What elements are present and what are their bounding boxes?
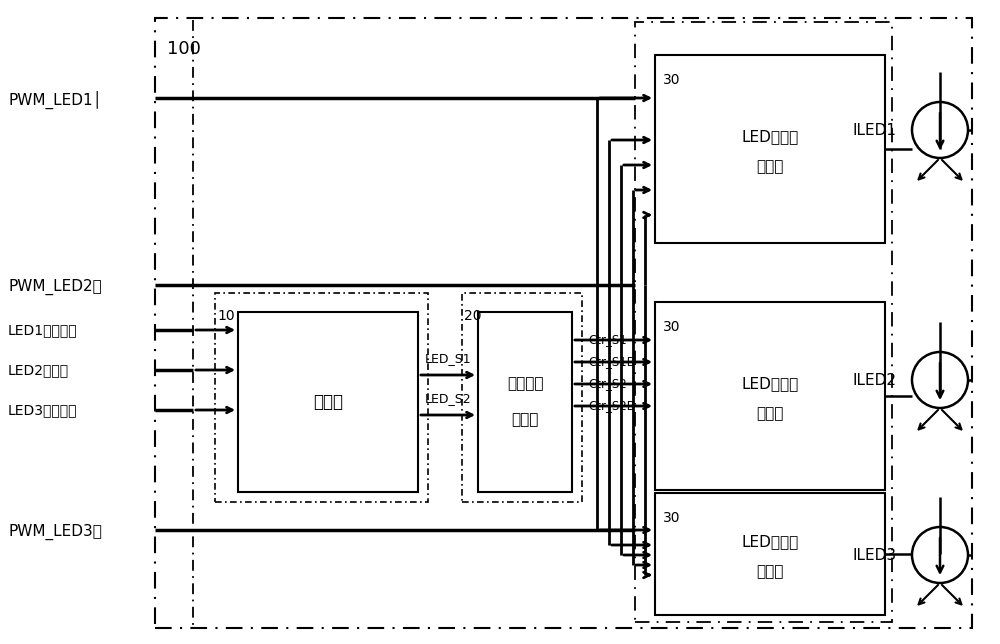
Text: ILED3: ILED3	[852, 547, 896, 562]
Text: 两相不交: 两相不交	[507, 377, 543, 392]
Text: PWM_LED3：: PWM_LED3：	[8, 524, 102, 540]
Text: 30: 30	[663, 73, 680, 87]
Text: ILED1: ILED1	[852, 122, 896, 138]
Text: PWM_LED1│: PWM_LED1│	[8, 91, 102, 109]
Bar	[655, 302, 885, 490]
Bar	[155, 18, 972, 628]
Text: LED2控制码: LED2控制码	[8, 363, 69, 377]
Text: Ctr_S2B: Ctr_S2B	[588, 399, 635, 413]
Text: LED恒流驱: LED恒流驱	[741, 535, 799, 549]
Text: LED_S2: LED_S2	[425, 392, 471, 405]
Text: LED恒流驱: LED恒流驱	[741, 377, 799, 392]
Text: 动电路: 动电路	[756, 406, 784, 422]
Text: LED1控制码：: LED1控制码：	[8, 323, 78, 337]
Text: Ctr_S2: Ctr_S2	[588, 377, 627, 390]
Text: 译码器: 译码器	[313, 393, 343, 411]
Text: 30: 30	[663, 320, 680, 334]
Text: 动电路: 动电路	[756, 160, 784, 175]
Text: 30: 30	[663, 511, 680, 525]
Bar	[462, 293, 582, 502]
Text: 叠电路: 叠电路	[511, 413, 539, 428]
Text: LED恒流驱: LED恒流驱	[741, 129, 799, 144]
Text: 100: 100	[167, 40, 201, 58]
Bar	[655, 493, 885, 615]
Bar	[238, 312, 418, 492]
Bar	[635, 22, 892, 622]
Text: 动电路: 动电路	[756, 565, 784, 580]
Text: ILED2: ILED2	[852, 372, 896, 388]
Text: Ctr_S1B: Ctr_S1B	[588, 355, 635, 368]
Bar	[215, 293, 428, 502]
Bar	[655, 55, 885, 243]
Text: Ctr_S1: Ctr_S1	[588, 334, 627, 346]
Text: 10: 10	[217, 309, 235, 323]
Text: PWM_LED2：: PWM_LED2：	[8, 279, 102, 295]
Bar	[478, 312, 572, 492]
Text: 20: 20	[464, 309, 482, 323]
Text: LED_S1: LED_S1	[425, 352, 471, 365]
Text: LED3控制码：: LED3控制码：	[8, 403, 78, 417]
